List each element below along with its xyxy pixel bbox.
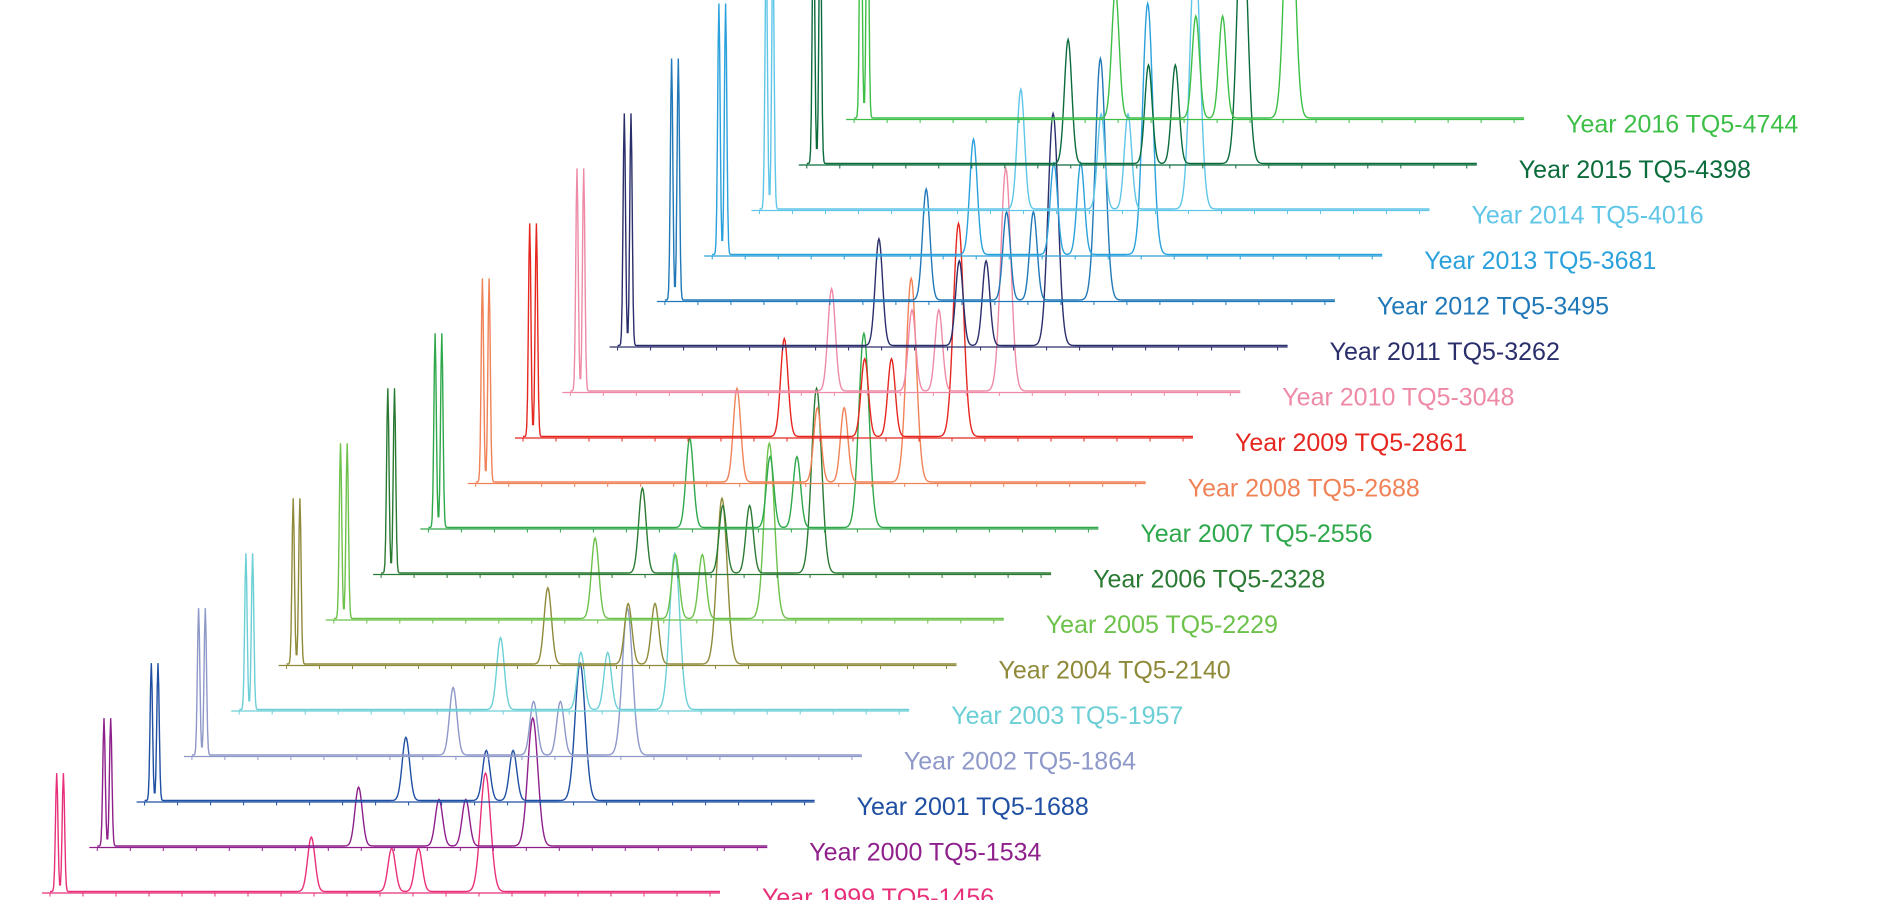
series-label: Year 2008 TQ5-2688 xyxy=(1188,475,1420,503)
series-label: Year 2012 TQ5-3495 xyxy=(1377,293,1609,321)
trace-line xyxy=(617,110,1288,347)
series-2005: Year 2005 TQ5-2229 xyxy=(325,441,1278,639)
series-2011: Year 2011 TQ5-3262 xyxy=(609,110,1560,366)
series-2010: Year 2010 TQ5-3048 xyxy=(562,166,1514,412)
trace-line xyxy=(806,0,1477,165)
series-2013: Year 2013 TQ5-3681 xyxy=(704,0,1656,275)
series-label: Year 2005 TQ5-2229 xyxy=(1046,611,1278,639)
trace-line xyxy=(97,716,768,847)
series-2012: Year 2012 TQ5-3495 xyxy=(656,55,1609,321)
trace-line xyxy=(570,166,1241,392)
series-label: Year 2010 TQ5-3048 xyxy=(1282,384,1514,412)
trace-line xyxy=(191,606,862,756)
trace-line xyxy=(381,386,1052,574)
series-label: Year 2004 TQ5-2140 xyxy=(999,657,1231,685)
series-2009: Year 2009 TQ5-2861 xyxy=(515,221,1467,457)
series-label: Year 2016 TQ5-4744 xyxy=(1566,111,1798,139)
series-2003: Year 2003 TQ5-1957 xyxy=(231,551,1183,730)
trace-line xyxy=(664,55,1335,301)
trace-line xyxy=(239,551,910,711)
series-2008: Year 2008 TQ5-2688 xyxy=(467,276,1420,503)
series-label: Year 2006 TQ5-2328 xyxy=(1093,566,1325,594)
series-label: Year 2002 TQ5-1864 xyxy=(904,748,1136,776)
series-2015: Year 2015 TQ5-4398 xyxy=(798,0,1751,184)
series-label: Year 1999 TQ5-1456 xyxy=(762,884,994,900)
trace-line xyxy=(428,331,1099,529)
series-label: Year 2013 TQ5-3681 xyxy=(1424,247,1656,275)
series-label: Year 2014 TQ5-4016 xyxy=(1472,202,1704,230)
series-2016: Year 2016 TQ5-4744 xyxy=(846,0,1798,139)
trace-line xyxy=(144,661,815,802)
series-2004: Year 2004 TQ5-2140 xyxy=(278,496,1231,685)
series-2001: Year 2001 TQ5-1688 xyxy=(136,661,1089,821)
series-label: Year 2000 TQ5-1534 xyxy=(809,839,1041,867)
trace-line xyxy=(712,0,1383,256)
series-label: Year 2003 TQ5-1957 xyxy=(951,702,1183,730)
series-2007: Year 2007 TQ5-2556 xyxy=(420,331,1373,548)
trace-line xyxy=(333,441,1004,620)
series-label: Year 2001 TQ5-1688 xyxy=(857,793,1089,821)
trace-line xyxy=(286,496,957,665)
series-2000: Year 2000 TQ5-1534 xyxy=(89,716,1042,867)
series-label: Year 2015 TQ5-4398 xyxy=(1519,156,1751,184)
series-2006: Year 2006 TQ5-2328 xyxy=(373,386,1325,594)
series-label: Year 2011 TQ5-3262 xyxy=(1330,338,1560,366)
series-2002: Year 2002 TQ5-1864 xyxy=(183,606,1136,776)
trace-line xyxy=(759,0,1430,210)
trace-line xyxy=(475,276,1146,483)
series-2014: Year 2014 TQ5-4016 xyxy=(751,0,1704,230)
trace-line xyxy=(854,0,1525,119)
series-1999: Year 1999 TQ5-1456 xyxy=(42,771,994,905)
trace-line xyxy=(523,221,1193,438)
series-label: Year 2009 TQ5-2861 xyxy=(1235,429,1467,457)
series-label: Year 2007 TQ5-2556 xyxy=(1140,520,1372,548)
trace-line xyxy=(50,771,720,893)
